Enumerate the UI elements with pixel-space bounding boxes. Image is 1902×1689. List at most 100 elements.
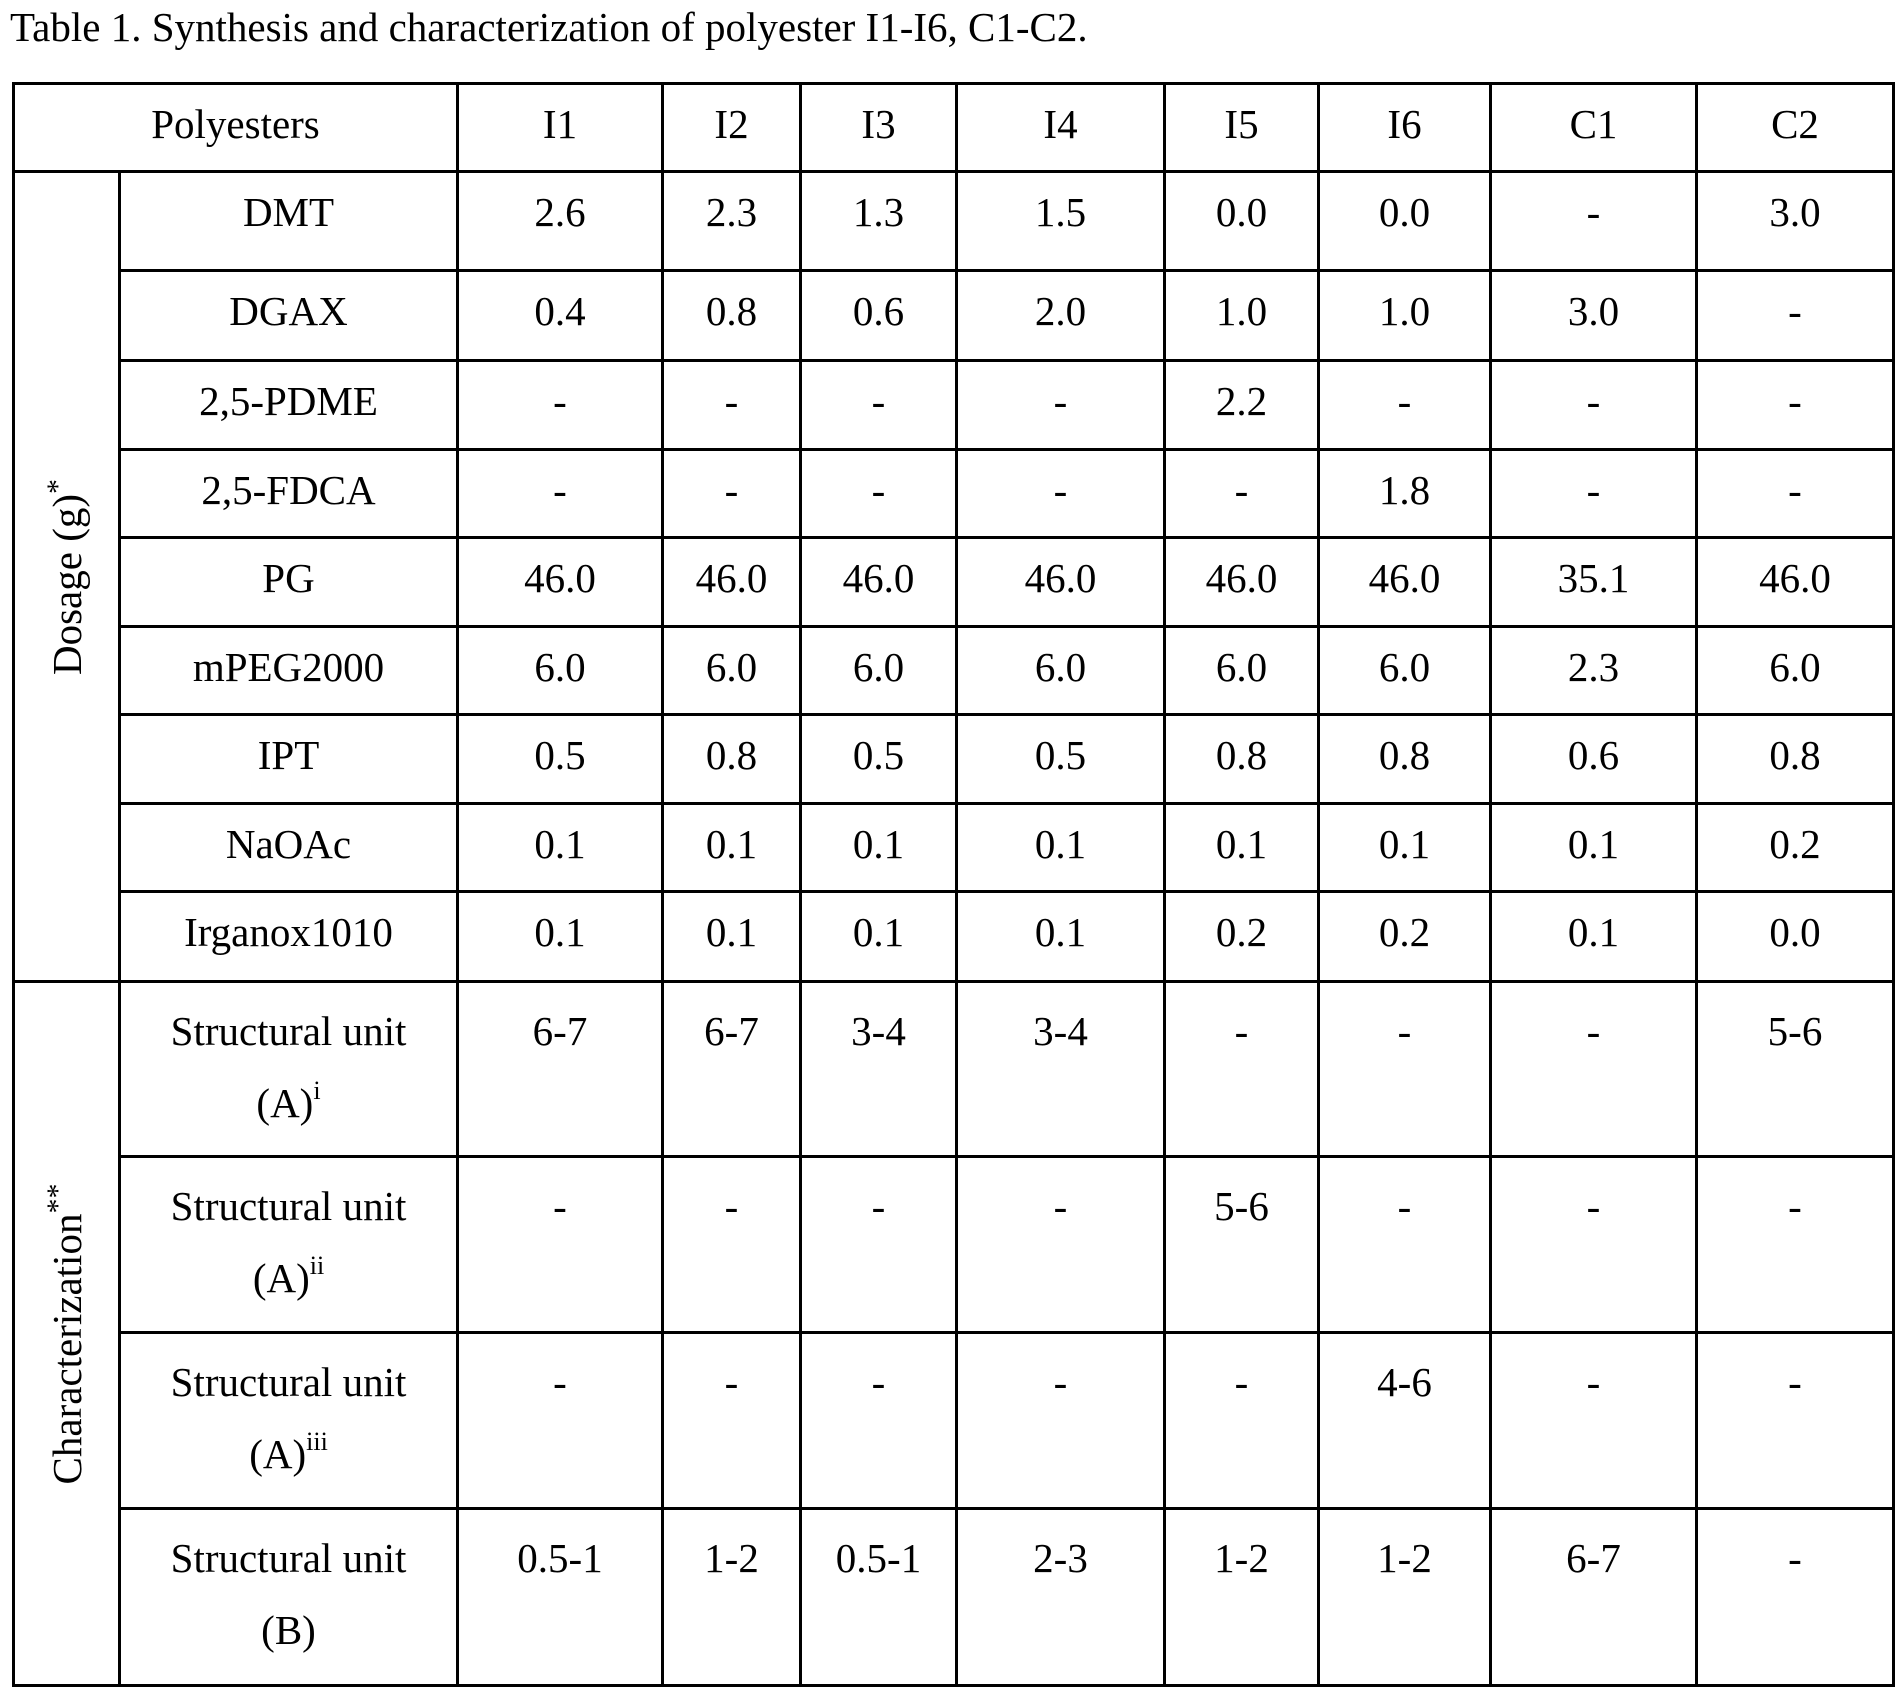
row-label: NaOAc [120,804,458,892]
table-cell: 46.0 [801,538,957,627]
table-cell: - [458,1333,663,1509]
table-cell: - [801,450,957,538]
table-cell: 0.8 [663,715,801,804]
table-cell: - [1697,1157,1894,1333]
table-cell: 0.1 [1165,804,1319,892]
table-cell: 2.3 [1491,627,1697,715]
table-cell: - [957,450,1165,538]
table-row: PG46.046.046.046.046.046.035.146.0 [14,538,1894,627]
table-cell: 0.0 [1697,892,1894,982]
table-cell: 6.0 [1319,627,1491,715]
table-cell: - [1319,982,1491,1157]
row-label: DMT [120,172,458,271]
table-cell: - [1491,982,1697,1157]
table-cell: 0.1 [458,804,663,892]
table-row: Dosage (g)*DMT2.62.31.31.50.00.0-3.0 [14,172,1894,271]
table-cell: 5-6 [1697,982,1894,1157]
table-row: mPEG20006.06.06.06.06.06.02.36.0 [14,627,1894,715]
header-col: I6 [1319,84,1491,172]
table-cell: 0.2 [1319,892,1491,982]
table-cell: 46.0 [957,538,1165,627]
table-cell: - [1319,361,1491,450]
header-col: C2 [1697,84,1894,172]
row-label: Structural unit(A)iii [120,1333,458,1509]
table-cell: - [1491,361,1697,450]
table-cell: 3-4 [801,982,957,1157]
table-cell: 3.0 [1491,271,1697,361]
table-cell: - [458,361,663,450]
table-cell: 0.5 [801,715,957,804]
table-cell: 6.0 [663,627,801,715]
row-label: Structural unit(A)i [120,982,458,1157]
header-col: I3 [801,84,957,172]
table-cell: 6.0 [957,627,1165,715]
header-polyesters: Polyesters [14,84,458,172]
table-cell: 2-3 [957,1509,1165,1686]
table-cell: 0.2 [1165,892,1319,982]
table-cell: 0.1 [1319,804,1491,892]
table-cell: 0.1 [801,804,957,892]
row-label: IPT [120,715,458,804]
table-cell: 6.0 [1165,627,1319,715]
table-cell: 0.5 [957,715,1165,804]
table-cell: 0.5 [458,715,663,804]
row-label: 2,5-PDME [120,361,458,450]
table-cell: - [663,450,801,538]
table-cell: 46.0 [1165,538,1319,627]
table-cell: 3-4 [957,982,1165,1157]
row-label: DGAX [120,271,458,361]
table-cell: - [663,1157,801,1333]
table-cell: 35.1 [1491,538,1697,627]
table-cell: 46.0 [663,538,801,627]
table-cell: 0.1 [663,892,801,982]
header-col: I5 [1165,84,1319,172]
table-cell: 0.5-1 [801,1509,957,1686]
table-cell: - [801,1333,957,1509]
row-label: 2,5-FDCA [120,450,458,538]
table-cell: 0.1 [957,892,1165,982]
row-label: mPEG2000 [120,627,458,715]
table-cell: - [1165,450,1319,538]
table-cell: 6-7 [1491,1509,1697,1686]
table-row: Structural unit(B)0.5-11-20.5-12-31-21-2… [14,1509,1894,1686]
table-cell: 46.0 [458,538,663,627]
table-cell: - [1491,172,1697,271]
table-cell: 6.0 [1697,627,1894,715]
header-col: I1 [458,84,663,172]
table-cell: - [458,1157,663,1333]
table-row: Structural unit(A)ii----5-6--- [14,1157,1894,1333]
table-cell: - [1319,1157,1491,1333]
group-label-characterization: Characterization** [14,982,120,1686]
table-cell: - [1491,1157,1697,1333]
table-cell: 1.3 [801,172,957,271]
table-cell: - [1491,450,1697,538]
table-cell: - [458,450,663,538]
table-cell: 1.0 [1319,271,1491,361]
table-cell: 6-7 [663,982,801,1157]
table-cell: 1.5 [957,172,1165,271]
table-cell: - [1697,271,1894,361]
table-cell: 0.5-1 [458,1509,663,1686]
row-label: Irganox1010 [120,892,458,982]
table-cell: - [1165,1333,1319,1509]
table-cell: 0.4 [458,271,663,361]
table-cell: 0.1 [663,804,801,892]
table-cell: 2.6 [458,172,663,271]
table-cell: - [1697,450,1894,538]
table-row: 2,5-PDME----2.2--- [14,361,1894,450]
table-cell: 0.8 [663,271,801,361]
table-cell: 5-6 [1165,1157,1319,1333]
table-cell: 0.6 [801,271,957,361]
row-label: Structural unit(B) [120,1509,458,1686]
table-cell: 0.2 [1697,804,1894,892]
table-cell: 2.0 [957,271,1165,361]
table-cell: 1-2 [1319,1509,1491,1686]
table-cell: - [663,361,801,450]
table-cell: 1.8 [1319,450,1491,538]
table-cell: - [1697,1333,1894,1509]
table-cell: 0.1 [1491,804,1697,892]
table-cell: 6.0 [458,627,663,715]
table-row: NaOAc0.10.10.10.10.10.10.10.2 [14,804,1894,892]
table-cell: - [663,1333,801,1509]
table-cell: 3.0 [1697,172,1894,271]
